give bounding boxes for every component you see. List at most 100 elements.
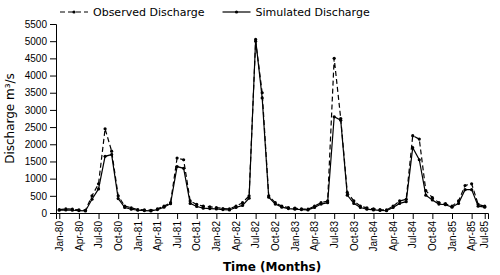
point <box>477 205 480 208</box>
point <box>123 206 126 209</box>
point <box>58 209 61 212</box>
x-tick: Jan-83 <box>290 213 301 252</box>
point <box>143 209 146 212</box>
legend-item: Observed Discharge <box>60 6 205 19</box>
x-tick: Oct-81 <box>191 213 202 251</box>
point <box>391 206 394 209</box>
x-tick-label: Apr-84 <box>388 221 399 251</box>
point <box>372 208 375 211</box>
y-tick-mark <box>50 179 56 180</box>
point <box>234 206 237 209</box>
point <box>346 194 349 197</box>
x-tick: Jul-80 <box>93 213 104 248</box>
series <box>58 40 487 212</box>
y-tick-mark <box>50 161 56 162</box>
point <box>463 188 466 191</box>
x-tick-label: Jan-85 <box>447 221 458 252</box>
x-tick: Apr-81 <box>152 213 163 251</box>
y-tick-mark <box>50 213 56 214</box>
x-tick: Apr-80 <box>74 213 85 251</box>
x-tick-mark <box>99 213 100 219</box>
point <box>339 119 342 122</box>
x-tick: Oct-83 <box>349 213 360 251</box>
point <box>77 208 80 211</box>
y-tick-label: 5000 <box>25 36 48 47</box>
y-tick-mark <box>50 127 56 128</box>
point <box>228 208 231 211</box>
point <box>90 198 93 201</box>
point <box>326 201 329 204</box>
point <box>457 202 460 205</box>
point <box>64 208 67 211</box>
x-tick-label: Apr-80 <box>74 221 85 251</box>
x-tick-label: Oct-83 <box>349 221 360 251</box>
x-tick: Oct-84 <box>427 213 438 251</box>
point <box>103 127 106 130</box>
x-tick: Jan-80 <box>54 213 65 252</box>
point <box>405 200 408 203</box>
y-tick-mark <box>50 41 56 42</box>
x-tick-label: Apr-82 <box>231 221 242 251</box>
point <box>319 202 322 205</box>
x-tick-mark <box>79 213 80 219</box>
point <box>385 208 388 211</box>
x-tick: Apr-85 <box>466 213 477 251</box>
x-tick-mark <box>315 213 316 219</box>
point <box>110 153 113 156</box>
x-tick-label: Jul-83 <box>329 221 340 249</box>
x-tick-mark <box>138 213 139 219</box>
y-tick-label: 1000 <box>25 173 48 184</box>
x-tick: Jul-83 <box>329 213 340 248</box>
point <box>463 184 466 187</box>
point <box>77 209 80 212</box>
point <box>195 205 198 208</box>
point <box>149 209 152 212</box>
x-tick: Jan-85 <box>447 213 458 252</box>
point <box>136 209 139 212</box>
point <box>385 209 388 212</box>
series <box>58 38 487 213</box>
point <box>202 207 205 210</box>
point <box>130 208 133 211</box>
point <box>274 202 277 205</box>
legend-label: Simulated Discharge <box>256 6 370 19</box>
x-tick-label: Oct-80 <box>113 221 124 251</box>
x-tick: Jan-84 <box>368 213 379 252</box>
series-line <box>59 41 484 210</box>
x-tick-mark <box>275 213 276 219</box>
point <box>483 206 486 209</box>
y-tick-label: 2500 <box>25 122 48 133</box>
legend-marker <box>235 10 238 13</box>
point <box>182 158 185 161</box>
point <box>84 209 87 212</box>
point <box>359 206 362 209</box>
point <box>293 208 296 211</box>
y-tick-label: 3000 <box>25 105 48 116</box>
point <box>103 155 106 158</box>
x-tick-label: Jul-82 <box>250 221 261 249</box>
x-tick-label: Jul-84 <box>407 221 418 249</box>
x-tick-mark <box>413 213 414 219</box>
y-tick: 5000 <box>25 36 56 47</box>
x-axis-line <box>57 214 489 220</box>
x-tick-label: Jan-84 <box>368 221 379 252</box>
point <box>267 196 270 199</box>
x-tick-label: Oct-82 <box>270 221 281 251</box>
y-tick-mark <box>50 76 56 77</box>
y-tick-label: 2000 <box>25 139 48 150</box>
x-tick-mark <box>118 213 119 219</box>
point <box>333 57 336 60</box>
point <box>254 38 257 41</box>
point <box>300 207 303 210</box>
point <box>280 206 283 209</box>
point <box>378 208 381 211</box>
x-tick-label: Jul-80 <box>93 221 104 249</box>
point <box>333 115 336 118</box>
point <box>162 206 165 209</box>
point <box>117 197 120 200</box>
x-tick-label: Jul-85 <box>479 221 490 249</box>
point <box>97 187 100 190</box>
point <box>215 207 218 210</box>
y-tick-label: 1500 <box>25 156 48 167</box>
x-tick-label: Apr-81 <box>152 221 163 251</box>
